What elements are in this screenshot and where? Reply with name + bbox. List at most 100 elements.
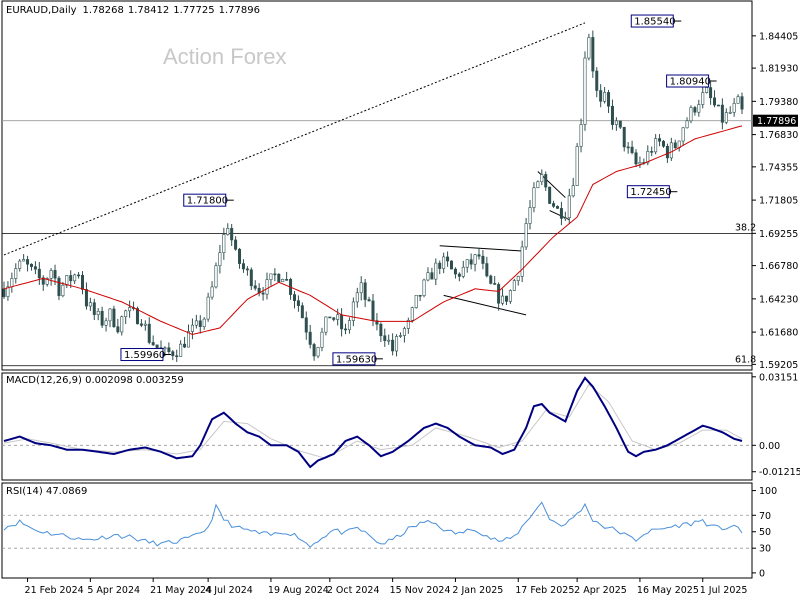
candle-body: [626, 146, 630, 149]
candle-body: [461, 266, 465, 277]
candle-body: [139, 323, 143, 326]
candle-body: [120, 316, 124, 333]
candle-body: [473, 254, 477, 265]
macd-y-tick-label: -0.012158: [759, 467, 800, 478]
candle-body: [41, 277, 45, 285]
moving-average: [3, 125, 743, 336]
candle-body: [332, 317, 336, 320]
candle-body: [583, 57, 587, 125]
moving-average-line: [3, 125, 743, 336]
trendline: [443, 294, 527, 316]
price-label-text: 1.80940: [670, 77, 711, 88]
candle-body: [2, 288, 6, 297]
candle-body: [183, 343, 187, 348]
candle-body: [285, 279, 289, 281]
x-tick-label: 2 Jan 2025: [452, 585, 503, 596]
candle-body: [658, 138, 662, 142]
candle-body: [493, 283, 497, 285]
y-tick-label: 1.69255: [759, 229, 798, 240]
main-panel-border: [1, 0, 753, 371]
x-tick-label: 21 Feb 2024: [25, 585, 84, 596]
current-price-label: 1.77896: [757, 116, 796, 127]
candle-body: [300, 305, 304, 319]
candle-body: [406, 319, 410, 329]
candle-body: [544, 174, 548, 188]
header-open: 1.78268: [83, 5, 124, 16]
price-label-text: 1.59630: [336, 354, 377, 365]
candle-body: [73, 274, 77, 282]
y-tick-label: 1.64230: [759, 294, 798, 305]
y-tick-label: 1.81930: [759, 64, 798, 75]
candle-body: [587, 37, 591, 59]
candle-body: [489, 275, 493, 284]
rsi-series-line: [3, 501, 743, 548]
candle-body: [45, 278, 49, 285]
candle-body: [241, 263, 245, 270]
y-tick-label: 1.59205: [759, 360, 798, 371]
rsi-y-tick-label: 0: [759, 568, 765, 579]
candle-body: [112, 308, 116, 328]
fib-level-label: 61.8: [735, 355, 756, 366]
candle-body: [351, 301, 355, 321]
y-tick-label: 1.61680: [759, 328, 798, 339]
candle-body: [402, 328, 406, 336]
candle-body: [179, 343, 183, 357]
candle-body: [359, 282, 363, 294]
candle-body: [599, 90, 603, 102]
candle-body: [638, 162, 642, 165]
price-label-box: [626, 185, 670, 199]
candle-body: [234, 239, 238, 250]
candle-body: [728, 111, 732, 114]
price-label-box: [666, 74, 710, 88]
candle-body: [57, 277, 61, 297]
candle-body: [367, 299, 371, 302]
candle-body: [10, 278, 14, 288]
candle-body: [681, 127, 685, 142]
candle-body: [210, 286, 214, 298]
candle-body: [446, 256, 450, 262]
candle-body: [69, 275, 73, 282]
candle-body: [524, 223, 528, 248]
price-label-box: [183, 193, 227, 207]
candle-body: [226, 228, 230, 235]
trendline: [439, 245, 523, 252]
candle-body: [567, 195, 571, 219]
candle-body: [654, 138, 658, 153]
candle-body: [685, 120, 689, 129]
fib-level-label: 38.2: [735, 222, 756, 233]
candle-body: [536, 181, 540, 189]
candle-body: [548, 186, 552, 204]
candle-body: [194, 320, 198, 326]
y-tick-label: 1.76830: [759, 130, 798, 141]
x-tick-label: 5 Apr 2024: [87, 585, 140, 596]
candle-body: [261, 292, 265, 295]
candle-body: [135, 308, 139, 325]
candle-body: [540, 174, 544, 183]
candle-body: [497, 284, 501, 304]
header-close: 1.77896: [219, 5, 260, 16]
trendline: [3, 22, 586, 256]
candle-body: [607, 92, 611, 107]
candle-body: [100, 310, 104, 326]
candle-body: [316, 347, 320, 357]
candle-body: [26, 259, 30, 265]
candle-body: [398, 335, 402, 337]
candle-body: [732, 103, 736, 113]
candle-body: [269, 273, 273, 281]
candle-body: [37, 268, 41, 279]
candle-body: [218, 252, 222, 267]
candle-body: [88, 302, 92, 307]
candle-body: [740, 96, 744, 110]
candle-body: [426, 272, 430, 281]
candle-body: [371, 300, 375, 321]
price-label-text: 1.72450: [630, 187, 671, 198]
candle-body: [724, 112, 728, 123]
candle-body: [238, 248, 242, 264]
candle-body: [442, 256, 446, 269]
candle-body: [438, 262, 442, 269]
candle-body: [253, 285, 257, 289]
candle-body: [124, 310, 128, 318]
